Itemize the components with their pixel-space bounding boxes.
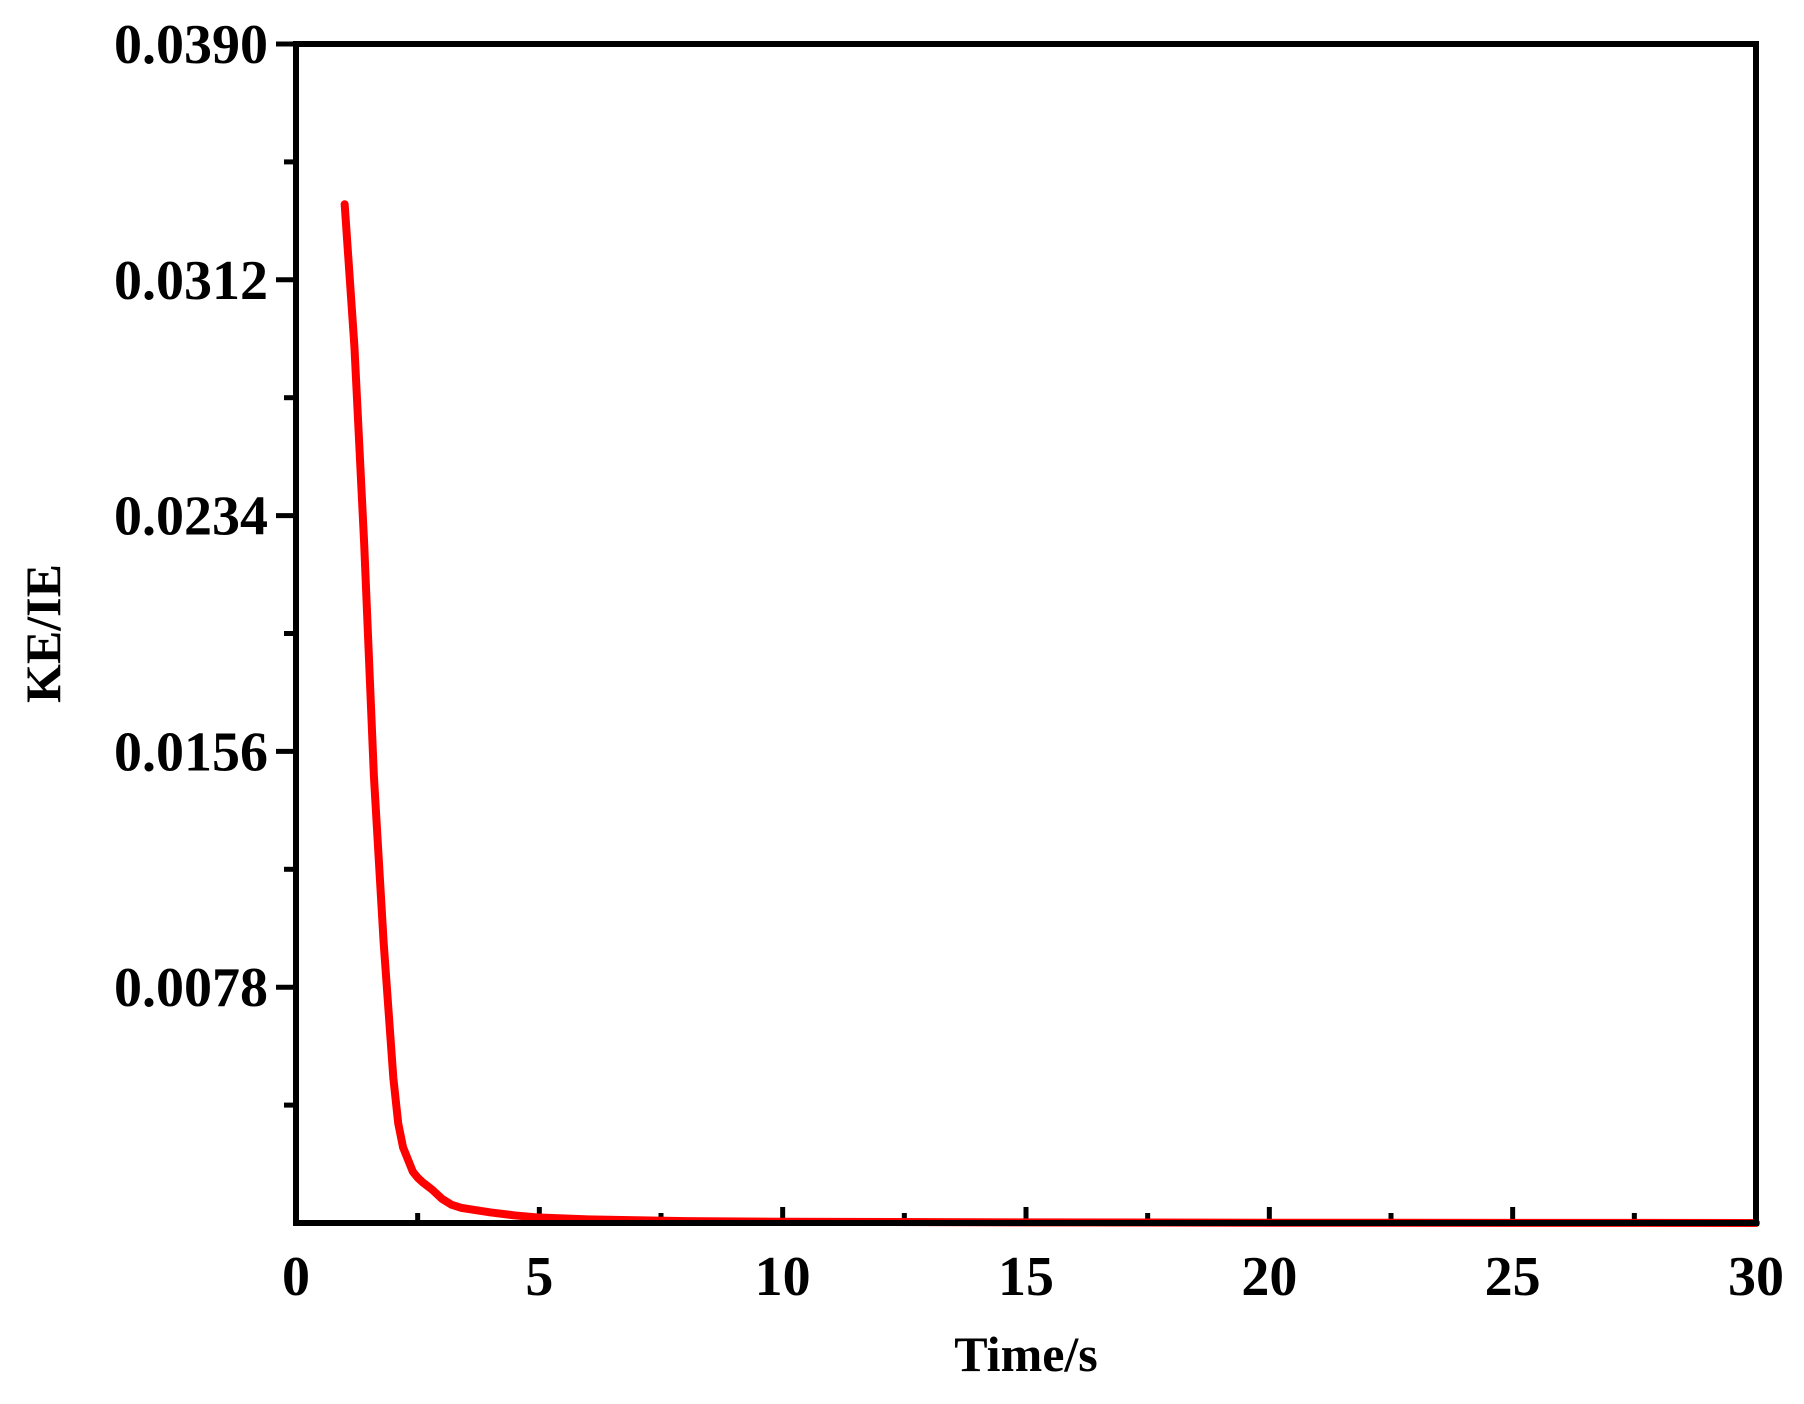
x-tick-label: 5	[525, 1246, 553, 1308]
y-tick-label: 0.0078	[114, 957, 268, 1019]
series-layer	[340, 200, 1760, 1227]
x-tick-label: 10	[755, 1246, 811, 1308]
x-tick-label: 30	[1728, 1246, 1784, 1308]
x-axis-title: Time/s	[954, 1326, 1098, 1382]
x-tick-label: 25	[1485, 1246, 1541, 1308]
y-tick-label: 0.0156	[114, 721, 268, 783]
y-tick-label: 0.0312	[114, 250, 268, 312]
x-tick-label: 0	[282, 1246, 310, 1308]
ticks-layer	[276, 41, 1759, 1223]
y-axis-title: KE/IE	[15, 564, 71, 703]
y-tick-label: 0.0390	[114, 14, 268, 76]
series-line	[340, 200, 1760, 1227]
x-tick-label: 15	[998, 1246, 1054, 1308]
x-tick-label: 20	[1241, 1246, 1297, 1308]
labels-layer: 0 5 10 15 20 25 30 0.0078 0.0156 0.0234 0.0312 0.03…	[114, 14, 1784, 1308]
plot-frame	[293, 41, 1759, 1226]
y-tick-label: 0.0234	[114, 486, 268, 548]
